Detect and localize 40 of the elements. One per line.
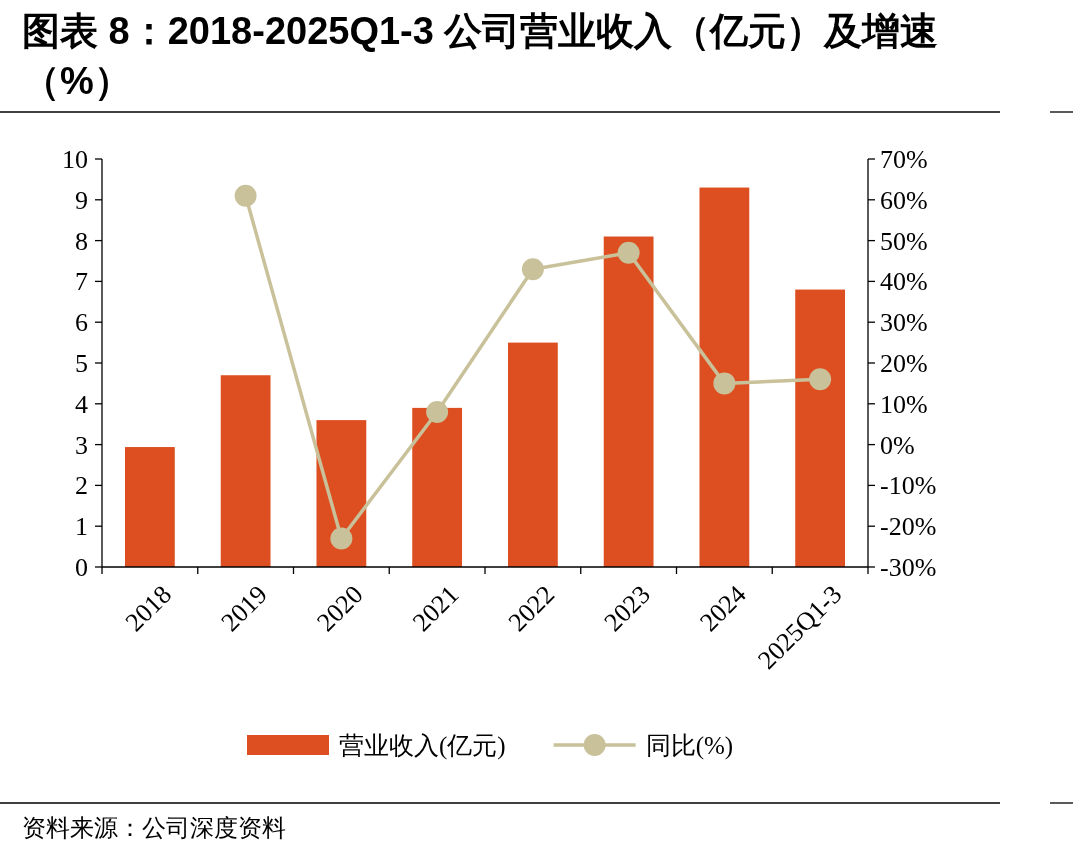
y-tick-label: 7 (75, 267, 88, 297)
bar (699, 187, 750, 567)
legend-label: 同比(%) (645, 732, 734, 760)
y2-tick-label: 70% (880, 145, 928, 174)
bar (795, 289, 846, 567)
y-tick-label: 9 (75, 185, 88, 215)
bar (412, 407, 463, 567)
y2-tick-label: 0% (880, 430, 915, 460)
y2-tick-label: 60% (880, 185, 928, 215)
y2-tick-label: -20% (880, 512, 937, 542)
point (617, 241, 640, 264)
y-tick-label: 1 (75, 512, 88, 542)
y-tick-label: 4 (75, 389, 88, 419)
y2-tick-label: 50% (880, 226, 928, 256)
y2-tick-label: 20% (880, 349, 928, 378)
y2-tick-label: -30% (880, 553, 937, 582)
y-tick-label: 0 (75, 553, 88, 582)
bar (603, 236, 654, 567)
chart-title: 图表 8：2018-2025Q1-3 公司营业收入（亿元）及增速（%） (22, 9, 940, 104)
text: 资料来源：公司深度资料 (22, 813, 286, 843)
y-tick-label: 5 (75, 349, 88, 378)
point (521, 258, 544, 281)
point (426, 400, 449, 423)
y-tick-label: 3 (75, 430, 88, 460)
bar (124, 447, 175, 567)
y-tick-label: 2 (75, 471, 88, 501)
y2-tick-label: -10% (880, 471, 937, 501)
y-tick-label: 10 (62, 145, 88, 174)
bar (507, 342, 558, 567)
point (330, 527, 353, 550)
y2-tick-label: 30% (880, 308, 928, 338)
legend-label: 营业收入(亿元) (339, 732, 506, 760)
bar (220, 375, 271, 567)
point (234, 184, 257, 207)
y2-tick-label: 10% (880, 389, 928, 419)
y2-tick-label: 40% (880, 267, 928, 297)
point (809, 368, 832, 391)
y-tick-label: 6 (75, 308, 88, 338)
point (713, 372, 736, 395)
y-tick-label: 8 (75, 226, 88, 256)
